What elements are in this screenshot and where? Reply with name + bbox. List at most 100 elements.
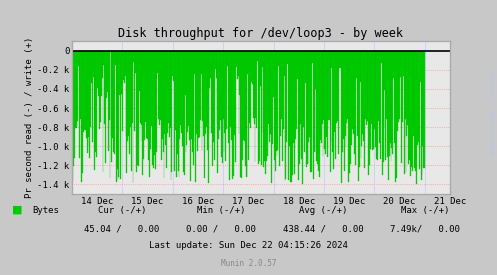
Bar [373, 51, 374, 149]
Bar [95, 51, 96, 152]
Bar [412, 51, 413, 171]
Bar [110, 51, 111, 135]
Bar [391, 51, 392, 161]
Bar [359, 51, 360, 167]
Bar [119, 51, 120, 95]
Bar [424, 51, 425, 168]
Bar [392, 51, 393, 154]
Bar [210, 51, 211, 78]
Bar [258, 51, 259, 164]
Bar [308, 51, 309, 164]
Bar [89, 51, 90, 158]
Bar [116, 51, 117, 182]
Bar [331, 51, 332, 68]
Bar [100, 51, 101, 122]
Bar [418, 51, 419, 142]
Bar [297, 51, 298, 79]
Bar [196, 51, 197, 134]
Bar [256, 51, 257, 128]
Bar [216, 51, 217, 78]
Bar [420, 51, 421, 180]
Bar [160, 51, 161, 120]
Bar [306, 51, 307, 167]
Bar [271, 51, 272, 183]
Bar [77, 51, 78, 122]
Bar [337, 51, 338, 95]
Bar [241, 51, 242, 178]
Bar [253, 51, 254, 124]
Bar [375, 51, 376, 147]
Bar [277, 51, 278, 150]
Bar [378, 51, 379, 121]
Bar [228, 51, 229, 143]
Bar [158, 51, 159, 119]
Bar [403, 51, 404, 76]
Bar [289, 51, 290, 146]
Bar [356, 51, 357, 78]
Bar [122, 51, 123, 131]
Bar [154, 51, 155, 155]
Bar [123, 51, 124, 80]
Bar [148, 51, 149, 60]
Bar [191, 51, 192, 139]
Bar [304, 51, 305, 152]
Bar [105, 51, 106, 163]
Bar [381, 51, 382, 63]
Bar [203, 51, 204, 136]
Bar [370, 51, 371, 149]
Bar [169, 51, 170, 128]
Bar [175, 51, 176, 130]
Bar [162, 51, 163, 139]
Bar [227, 51, 228, 66]
Bar [112, 51, 113, 138]
Bar [252, 51, 253, 84]
Bar [131, 51, 132, 171]
Bar [239, 51, 240, 134]
Bar [274, 51, 275, 160]
Bar [231, 51, 232, 140]
Bar [302, 51, 303, 184]
Bar [266, 51, 267, 161]
Bar [90, 51, 91, 127]
Bar [410, 51, 411, 176]
Bar [113, 51, 114, 152]
Bar [101, 51, 102, 96]
Bar [84, 51, 85, 130]
Bar [409, 51, 410, 160]
Bar [361, 51, 362, 145]
Bar [319, 51, 320, 177]
Bar [215, 51, 216, 69]
Bar [81, 51, 82, 119]
Bar [188, 51, 189, 126]
Bar [366, 51, 367, 125]
Bar [117, 51, 118, 169]
Text: Cur (-/+): Cur (-/+) [97, 206, 146, 215]
Bar [143, 51, 144, 159]
Bar [280, 51, 281, 136]
Bar [141, 51, 142, 142]
Bar [170, 51, 171, 180]
Bar [321, 51, 322, 143]
Bar [288, 51, 289, 180]
Bar [365, 51, 366, 119]
Bar [273, 51, 274, 97]
Bar [213, 51, 214, 142]
Bar [134, 51, 135, 131]
Bar [167, 51, 168, 133]
Bar [360, 51, 361, 158]
Bar [140, 51, 141, 122]
Bar [195, 51, 196, 182]
Bar [341, 51, 342, 183]
Bar [265, 51, 266, 174]
Bar [168, 51, 169, 123]
Bar [284, 51, 285, 76]
Bar [267, 51, 268, 155]
Bar [91, 51, 92, 84]
Bar [127, 51, 128, 141]
Bar [343, 51, 344, 139]
Bar [199, 51, 200, 137]
Bar [262, 51, 263, 67]
Bar [221, 51, 222, 157]
Text: Avg (-/+): Avg (-/+) [299, 206, 347, 215]
Bar [299, 51, 300, 164]
